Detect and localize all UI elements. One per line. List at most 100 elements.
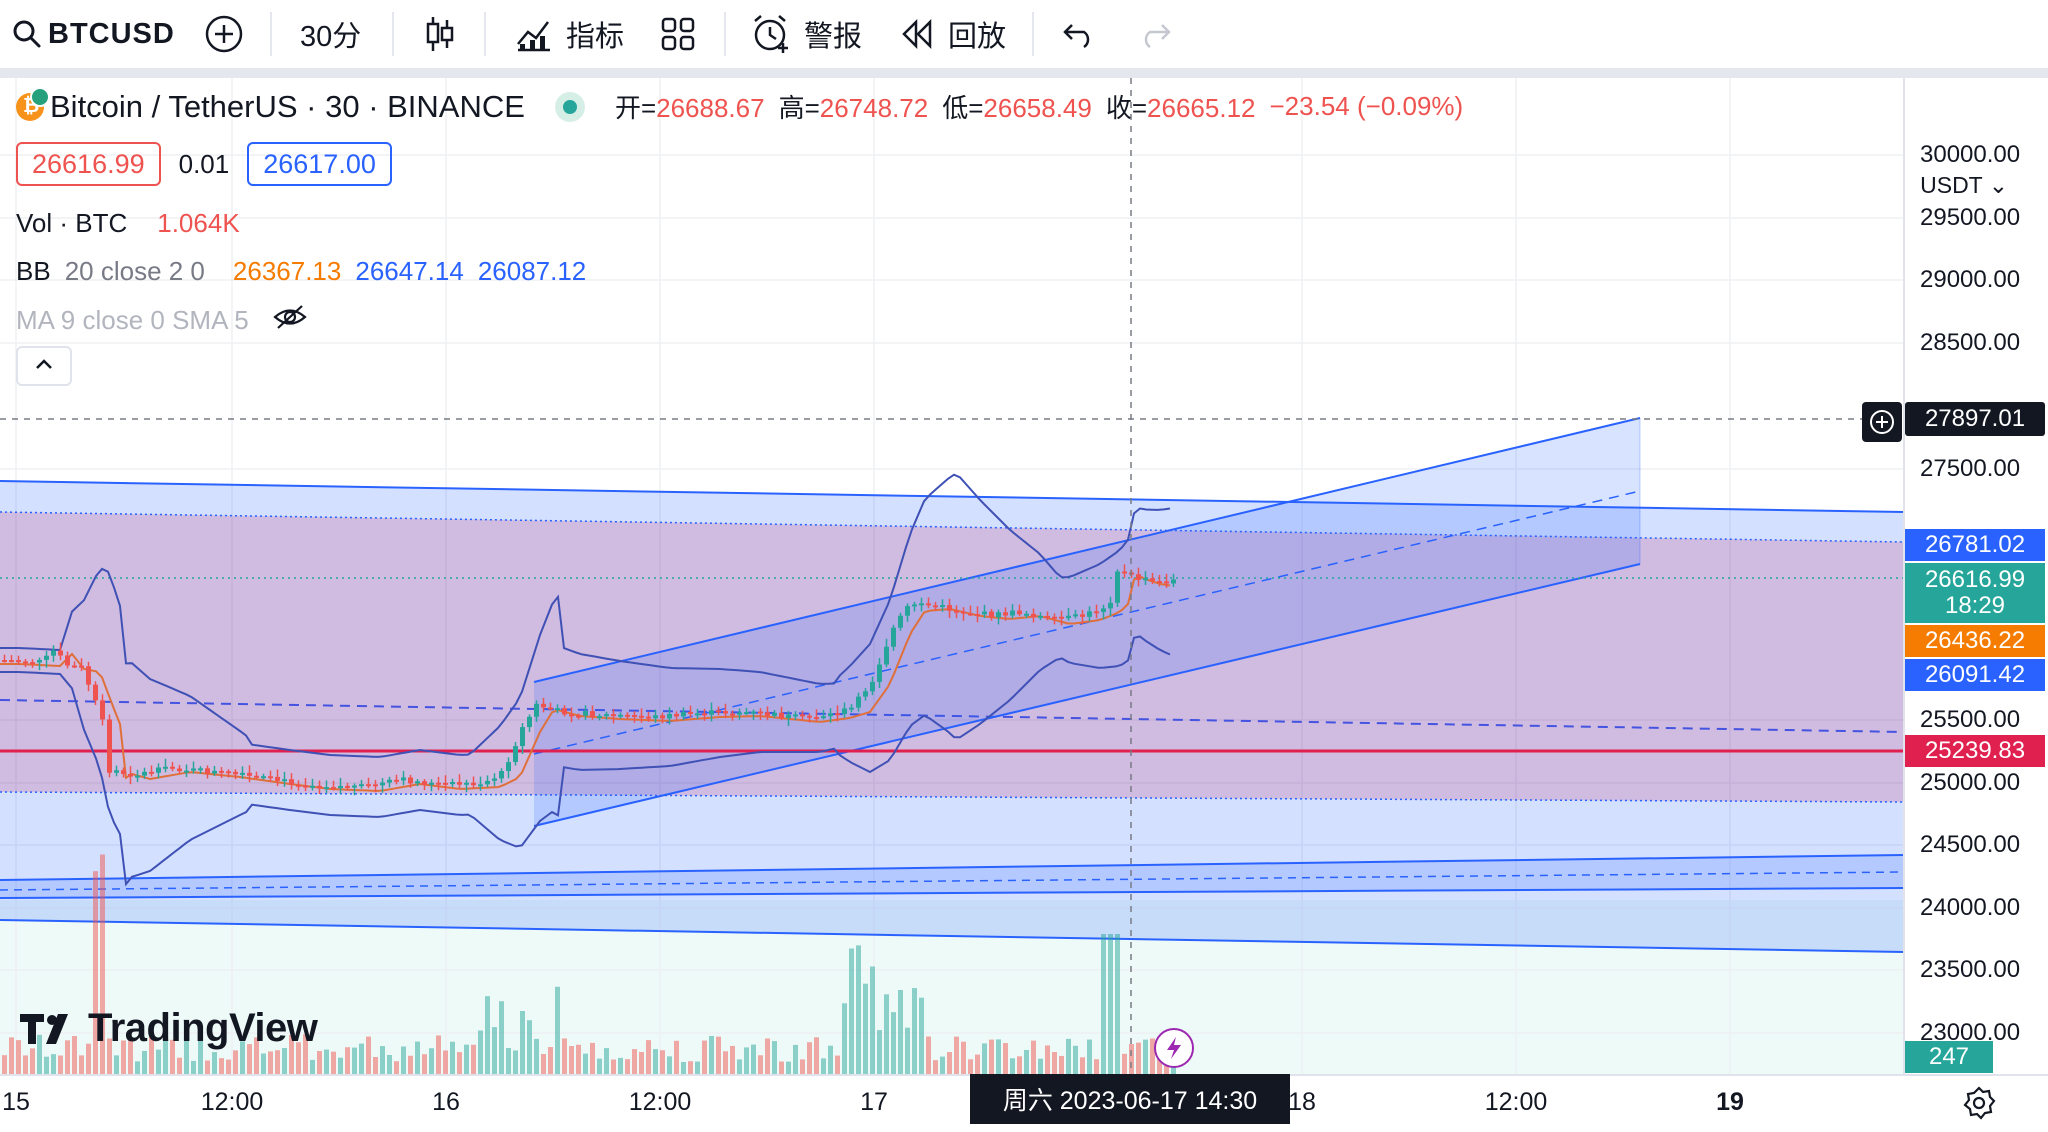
market-status-icon[interactable] xyxy=(554,91,585,122)
volume-bar xyxy=(2,1055,7,1074)
candle-body xyxy=(268,776,273,779)
ma-indicator-legend[interactable]: MA 9 close 0 SMA 5 xyxy=(16,304,307,337)
volume-bar xyxy=(296,1042,301,1074)
tradingview-watermark[interactable]: TradingView xyxy=(20,1006,318,1051)
candle-body xyxy=(1087,611,1092,617)
chart-settings-button[interactable] xyxy=(1962,1086,1996,1125)
range-box-bottom xyxy=(0,791,1904,803)
candle-body xyxy=(37,659,42,663)
candlesticks xyxy=(2,564,1176,796)
candle-body xyxy=(450,782,455,785)
volume-bar xyxy=(114,1055,119,1074)
candle-body xyxy=(548,707,553,710)
candle-body xyxy=(156,767,161,773)
candle-body xyxy=(611,714,616,717)
chart-type-button[interactable] xyxy=(424,0,456,68)
volume-bar xyxy=(702,1040,707,1074)
candle-body xyxy=(415,781,420,784)
hidden-eye-icon[interactable] xyxy=(272,304,307,337)
undo-icon xyxy=(1062,19,1096,49)
candle-body xyxy=(695,713,700,716)
candle-body xyxy=(226,771,231,774)
candle-body xyxy=(632,714,637,717)
rising-channel-bottom xyxy=(533,563,1641,827)
bid-ask-row: 26616.99 0.01 26617.00 xyxy=(16,142,392,186)
grid-layout-icon xyxy=(660,16,696,52)
price-change: −23.54 (−0.09%) xyxy=(1269,91,1464,121)
add-alert-plus-button[interactable] xyxy=(1862,402,1902,442)
candle-body xyxy=(499,771,504,779)
volume-indicator-value: 1.064K xyxy=(157,208,240,238)
candle-body xyxy=(891,627,896,647)
candle-body xyxy=(1010,610,1015,616)
volume-bar xyxy=(842,1003,847,1074)
candle-body xyxy=(646,716,651,719)
candle-body xyxy=(730,713,735,716)
volume-bar xyxy=(653,1049,658,1074)
currency-selector[interactable]: USDT ⌄ xyxy=(1920,172,2008,198)
volume-bar xyxy=(65,1040,70,1074)
candle-body xyxy=(1045,615,1050,618)
candle-body xyxy=(478,784,483,787)
candle-body xyxy=(639,715,644,718)
candle-body xyxy=(366,784,371,787)
volume-bar xyxy=(646,1040,651,1074)
volume-bar xyxy=(317,1051,322,1074)
volume-bar xyxy=(954,1036,959,1074)
candle-body xyxy=(471,782,476,786)
candle-body xyxy=(821,716,826,719)
alert-button[interactable]: 警报 xyxy=(750,0,862,68)
volume-bar xyxy=(625,1059,630,1074)
volume-bar xyxy=(163,1037,168,1074)
volume-bar xyxy=(989,1039,994,1074)
undo-button[interactable] xyxy=(1062,0,1096,68)
candle-body xyxy=(625,714,630,717)
candle-body xyxy=(786,714,791,719)
volume-bar xyxy=(86,1043,91,1074)
layouts-button[interactable] xyxy=(660,0,696,68)
volume-bar xyxy=(744,1047,749,1074)
symbol-title[interactable]: Bitcoin / TetherUS · 30 · BINANCE xyxy=(50,88,525,124)
volume-bar xyxy=(548,1047,553,1074)
volume-bar xyxy=(464,1044,469,1074)
price-tick-label: 28500.00 xyxy=(1920,329,2021,356)
volume-bar xyxy=(870,966,875,1074)
candle-body xyxy=(9,660,14,663)
candle-body xyxy=(534,703,539,717)
replay-button[interactable]: 回放 xyxy=(900,0,1006,68)
candle-body xyxy=(79,665,84,668)
collapse-legend-button[interactable] xyxy=(16,346,72,386)
volume-bar xyxy=(135,1061,140,1074)
volume-bar xyxy=(128,1037,133,1074)
candle-body xyxy=(989,611,994,618)
candle-body xyxy=(737,712,742,715)
outer-channel-bottom xyxy=(0,919,1904,953)
bb-indicator-legend[interactable]: BB 20 close 2 0 26367.13 26647.14 26087.… xyxy=(16,256,600,287)
interval-button[interactable]: 30分 xyxy=(300,0,361,68)
redo-button[interactable] xyxy=(1138,0,1172,68)
volume-bar xyxy=(1017,1056,1022,1074)
volume-bar xyxy=(800,1059,805,1074)
candle-body xyxy=(198,768,203,771)
candle-body xyxy=(2,660,7,662)
symbol-search-button[interactable]: BTCUSD xyxy=(12,0,175,68)
candle-body xyxy=(72,665,77,668)
candle-body xyxy=(359,784,364,787)
candle-body xyxy=(1038,615,1043,618)
bb-indicator-args: 20 close 2 0 xyxy=(64,256,205,286)
buy-price-button[interactable]: 26617.00 xyxy=(247,142,392,186)
volume-bar xyxy=(891,1012,896,1074)
price-axis[interactable]: USDT ⌄ xyxy=(1904,78,2048,1074)
sell-price-button[interactable]: 26616.99 xyxy=(16,142,161,186)
candle-body xyxy=(898,615,903,628)
candle-body xyxy=(569,714,574,717)
volume-indicator-legend[interactable]: Vol · BTC 1.064K xyxy=(16,208,240,239)
time-tick-label: 15 xyxy=(2,1088,30,1116)
time-tick-label: 17 xyxy=(860,1088,888,1116)
chart-canvas[interactable] xyxy=(0,0,2048,1074)
volume-bar xyxy=(1101,934,1106,1074)
lightning-icon[interactable] xyxy=(1154,1028,1194,1068)
compare-button[interactable] xyxy=(204,0,244,68)
bitcoin-logo-icon: ₿ xyxy=(16,86,50,121)
indicators-button[interactable]: 指标 xyxy=(514,0,624,68)
